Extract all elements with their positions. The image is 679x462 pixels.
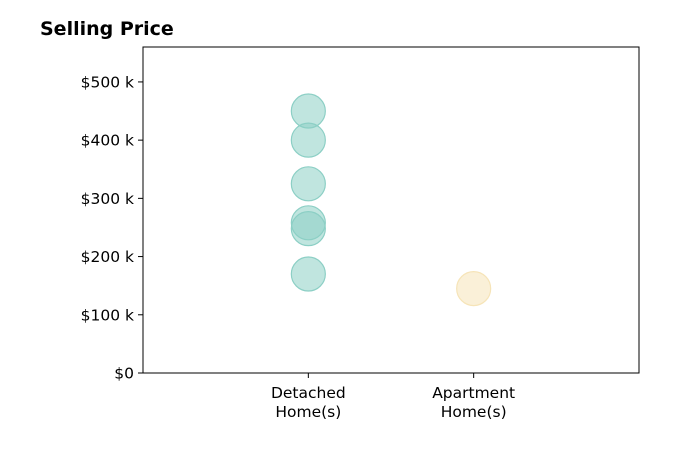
points-layer <box>290 93 492 307</box>
y-tick-label: $100 k <box>81 306 134 324</box>
x-tick-label: Apartment Home(s) <box>432 384 515 421</box>
x-tick-label: Detached Home(s) <box>271 384 346 421</box>
plot-frame <box>142 46 640 374</box>
y-tick-label: $0 <box>114 365 134 383</box>
data-point <box>290 256 326 292</box>
x-axis: Detached Home(s) Apartment Home(s) <box>271 373 515 421</box>
chart-title: Selling Price <box>40 18 174 40</box>
data-point <box>290 166 326 202</box>
data-point <box>456 270 492 307</box>
data-point <box>290 211 326 247</box>
y-tick-label: $400 k <box>81 132 134 150</box>
data-point <box>290 122 326 158</box>
y-tick-label: $200 k <box>81 248 134 266</box>
y-tick-label: $500 k <box>81 73 134 91</box>
y-axis: $0 $100 k $200 k $300 k $400 k $500 k <box>81 73 143 383</box>
y-tick-label: $300 k <box>81 190 134 208</box>
